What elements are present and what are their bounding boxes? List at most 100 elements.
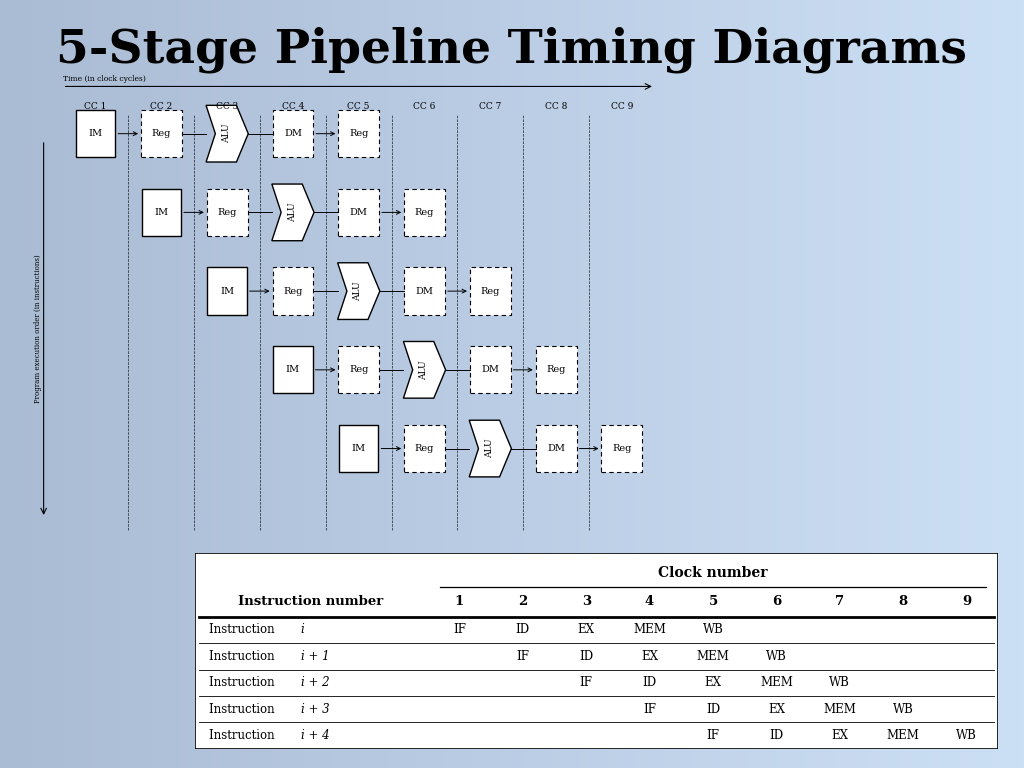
- Text: IF: IF: [453, 624, 466, 637]
- Text: 6: 6: [772, 594, 781, 607]
- Text: EX: EX: [768, 703, 785, 716]
- Text: Time (in clock cycles): Time (in clock cycles): [62, 75, 145, 83]
- Text: 7: 7: [836, 594, 845, 607]
- Bar: [208, 267, 247, 315]
- Text: Reg: Reg: [415, 208, 434, 217]
- Text: MEM: MEM: [760, 677, 793, 689]
- Text: 5-Stage Pipeline Timing Diagrams: 5-Stage Pipeline Timing Diagrams: [56, 27, 968, 73]
- Text: MEM: MEM: [696, 650, 729, 663]
- Text: i + 1: i + 1: [301, 650, 330, 663]
- Text: DM: DM: [284, 129, 302, 138]
- Text: Reg: Reg: [284, 286, 303, 296]
- Text: 4: 4: [645, 594, 654, 607]
- Text: CC 4: CC 4: [282, 102, 304, 111]
- Text: ID: ID: [706, 703, 720, 716]
- Text: 1: 1: [455, 594, 464, 607]
- Text: CC 8: CC 8: [545, 102, 567, 111]
- Bar: [470, 267, 511, 315]
- Text: MEM: MEM: [633, 624, 666, 637]
- Text: 5: 5: [709, 594, 718, 607]
- Text: Reg: Reg: [152, 129, 171, 138]
- Text: 8: 8: [899, 594, 908, 607]
- Bar: [601, 425, 642, 472]
- Bar: [207, 189, 248, 236]
- Bar: [141, 110, 182, 157]
- Bar: [338, 110, 379, 157]
- Text: DM: DM: [416, 286, 433, 296]
- Text: IF: IF: [580, 677, 593, 689]
- Text: Instruction: Instruction: [209, 729, 279, 742]
- Bar: [338, 189, 379, 236]
- Text: WB: WB: [766, 650, 786, 663]
- Text: Instruction: Instruction: [209, 703, 279, 716]
- Text: ID: ID: [580, 650, 593, 663]
- Text: i + 2: i + 2: [301, 677, 330, 689]
- Text: CC 6: CC 6: [414, 102, 435, 111]
- Text: WB: WB: [893, 703, 913, 716]
- Text: Reg: Reg: [217, 208, 237, 217]
- Bar: [338, 346, 379, 393]
- Text: ID: ID: [769, 729, 783, 742]
- Text: Instruction: Instruction: [209, 624, 279, 637]
- Bar: [404, 425, 445, 472]
- Bar: [272, 267, 313, 315]
- Text: MEM: MEM: [823, 703, 856, 716]
- Text: ALU: ALU: [288, 203, 297, 222]
- Text: IM: IM: [155, 208, 168, 217]
- Text: IM: IM: [88, 129, 102, 138]
- Bar: [339, 425, 379, 472]
- Text: Reg: Reg: [612, 444, 632, 453]
- Text: EX: EX: [705, 677, 722, 689]
- Text: ALU: ALU: [222, 124, 230, 144]
- Bar: [272, 110, 313, 157]
- Text: Reg: Reg: [349, 366, 369, 374]
- Text: Instruction number: Instruction number: [239, 594, 384, 607]
- Bar: [141, 189, 181, 236]
- Text: WB: WB: [829, 677, 850, 689]
- Text: IF: IF: [643, 703, 656, 716]
- Text: CC 9: CC 9: [610, 102, 633, 111]
- Text: Reg: Reg: [547, 366, 566, 374]
- Text: IM: IM: [286, 366, 300, 374]
- Text: CC 1: CC 1: [84, 102, 106, 111]
- Text: Instruction: Instruction: [209, 650, 279, 663]
- Text: DM: DM: [350, 208, 368, 217]
- Text: i + 4: i + 4: [301, 729, 330, 742]
- Bar: [404, 267, 445, 315]
- Text: Clock number: Clock number: [658, 565, 768, 580]
- Text: CC 2: CC 2: [151, 102, 172, 111]
- Text: CC 5: CC 5: [347, 102, 370, 111]
- Text: Instruction: Instruction: [209, 677, 279, 689]
- Text: EX: EX: [578, 624, 595, 637]
- Text: 3: 3: [582, 594, 591, 607]
- Text: Reg: Reg: [415, 444, 434, 453]
- Text: IM: IM: [220, 286, 234, 296]
- Text: CC 7: CC 7: [479, 102, 502, 111]
- Text: 2: 2: [518, 594, 527, 607]
- Text: IM: IM: [351, 444, 366, 453]
- Text: Reg: Reg: [349, 129, 369, 138]
- Text: ALU: ALU: [419, 360, 428, 379]
- Polygon shape: [403, 342, 445, 398]
- Text: ALU: ALU: [485, 439, 494, 458]
- Text: DM: DM: [547, 444, 565, 453]
- Polygon shape: [206, 105, 248, 162]
- Bar: [404, 189, 445, 236]
- Text: ID: ID: [516, 624, 529, 637]
- Polygon shape: [469, 420, 511, 477]
- Text: Reg: Reg: [480, 286, 500, 296]
- Text: EX: EX: [641, 650, 658, 663]
- Text: ALU: ALU: [353, 281, 362, 301]
- Text: Program execution order (in instructions): Program execution order (in instructions…: [34, 254, 42, 403]
- Text: 9: 9: [963, 594, 972, 607]
- Text: DM: DM: [481, 366, 500, 374]
- Text: WB: WB: [702, 624, 724, 637]
- Text: i + 3: i + 3: [301, 703, 330, 716]
- Polygon shape: [338, 263, 380, 319]
- Text: EX: EX: [831, 729, 848, 742]
- Text: ID: ID: [643, 677, 656, 689]
- Text: CC 3: CC 3: [216, 102, 239, 111]
- Polygon shape: [271, 184, 314, 240]
- Text: i: i: [301, 624, 304, 637]
- Bar: [536, 346, 577, 393]
